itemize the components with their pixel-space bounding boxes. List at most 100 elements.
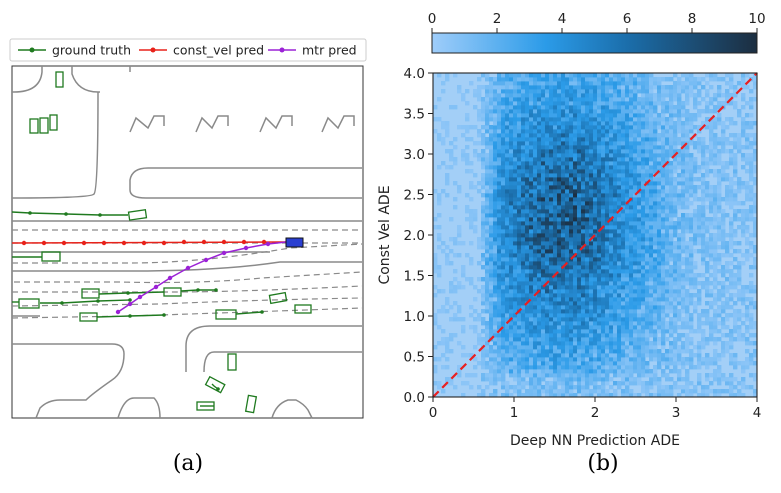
heatmap-cell <box>601 381 606 386</box>
heatmap-cell <box>433 117 438 122</box>
heatmap-cell <box>649 153 654 158</box>
heatmap-cell <box>697 357 702 362</box>
heatmap-cell <box>581 317 586 322</box>
heatmap-cell <box>537 181 542 186</box>
heatmap-cell <box>625 345 630 350</box>
heatmap-cell <box>585 113 590 118</box>
heatmap-cell <box>485 333 490 338</box>
heatmap-cell <box>697 81 702 86</box>
heatmap-cell <box>693 209 698 214</box>
heatmap-cell <box>693 261 698 266</box>
heatmap-cell <box>525 225 530 230</box>
heatmap-cell <box>609 97 614 102</box>
heatmap-cell <box>733 357 738 362</box>
heatmap-cell <box>505 133 510 138</box>
heatmap-cell <box>605 89 610 94</box>
heatmap-cell <box>589 293 594 298</box>
heatmap-cell <box>533 237 538 242</box>
heatmap-cell <box>565 245 570 250</box>
heatmap-cell <box>541 117 546 122</box>
heatmap-cell <box>509 73 514 78</box>
heatmap-cell <box>501 161 506 166</box>
heatmap-cell <box>625 277 630 282</box>
heatmap-cell <box>621 221 626 226</box>
heatmap-cell <box>533 301 538 306</box>
heatmap-cell <box>689 141 694 146</box>
heatmap-cell <box>617 137 622 142</box>
heatmap-cell <box>537 349 542 354</box>
heatmap-cell <box>589 185 594 190</box>
heatmap-cell <box>613 165 618 170</box>
heatmap-cell <box>509 145 514 150</box>
heatmap-cell <box>597 121 602 126</box>
heatmap-cell <box>581 337 586 342</box>
heatmap-cell <box>509 185 514 190</box>
heatmap-cell <box>509 297 514 302</box>
heatmap-cell <box>537 153 542 158</box>
heatmap-cell <box>657 353 662 358</box>
heatmap-cell <box>605 213 610 218</box>
heatmap-cell <box>577 313 582 318</box>
heatmap-cell <box>509 273 514 278</box>
heatmap-cell <box>537 149 542 154</box>
heatmap-cell <box>505 165 510 170</box>
heatmap-cell <box>565 325 570 330</box>
heatmap-cell <box>645 209 650 214</box>
heatmap-cell <box>629 369 634 374</box>
heatmap-cell <box>609 149 614 154</box>
heatmap-cell <box>621 177 626 182</box>
heatmap-cell <box>681 161 686 166</box>
heatmap-cell <box>701 385 706 390</box>
heatmap-cell <box>505 73 510 78</box>
heatmap-cell <box>565 133 570 138</box>
heatmap-cell <box>653 213 658 218</box>
heatmap-cell <box>573 329 578 334</box>
heatmap-cell <box>525 337 530 342</box>
heatmap-cell <box>681 261 686 266</box>
heatmap-cell <box>633 393 638 398</box>
heatmap-cell <box>553 113 558 118</box>
heatmap-cell <box>605 121 610 126</box>
heatmap-cell <box>701 109 706 114</box>
heatmap-cell <box>545 317 550 322</box>
heatmap-cell <box>441 189 446 194</box>
heatmap-cell <box>657 125 662 130</box>
heatmap-cell <box>569 97 574 102</box>
heatmap-cell <box>625 165 630 170</box>
heatmap-cell <box>505 337 510 342</box>
heatmap-cell <box>669 221 674 226</box>
heatmap-cell <box>613 245 618 250</box>
heatmap-cell <box>485 113 490 118</box>
heatmap-cell <box>677 373 682 378</box>
heatmap-cell <box>653 105 658 110</box>
heatmap-cell <box>613 169 618 174</box>
heatmap-cell <box>701 145 706 150</box>
heatmap-cell <box>509 353 514 358</box>
heatmap-cell <box>509 225 514 230</box>
heatmap-cell <box>585 97 590 102</box>
heatmap-cell <box>577 201 582 206</box>
heatmap-cell <box>681 85 686 90</box>
heatmap-cell <box>481 393 486 398</box>
heatmap-cell <box>689 169 694 174</box>
heatmap-cell <box>645 269 650 274</box>
heatmap-cell <box>537 193 542 198</box>
heatmap-cell <box>569 89 574 94</box>
heatmap-cell <box>553 305 558 310</box>
heatmap-cell <box>493 221 498 226</box>
heatmap-cell <box>733 257 738 262</box>
heatmap-cell <box>689 213 694 218</box>
heatmap-cell <box>529 181 534 186</box>
heatmap-cell <box>705 125 710 130</box>
heatmap-cell <box>625 373 630 378</box>
heatmap-cell <box>577 117 582 122</box>
heatmap-cell <box>661 125 666 130</box>
heatmap-cell <box>577 177 582 182</box>
heatmap-cell <box>589 225 594 230</box>
heatmap-cell <box>573 161 578 166</box>
heatmap-cell <box>457 89 462 94</box>
heatmap-cell <box>633 77 638 82</box>
heatmap-cell <box>669 301 674 306</box>
heatmap-cell <box>533 141 538 146</box>
heatmap-cell <box>605 181 610 186</box>
